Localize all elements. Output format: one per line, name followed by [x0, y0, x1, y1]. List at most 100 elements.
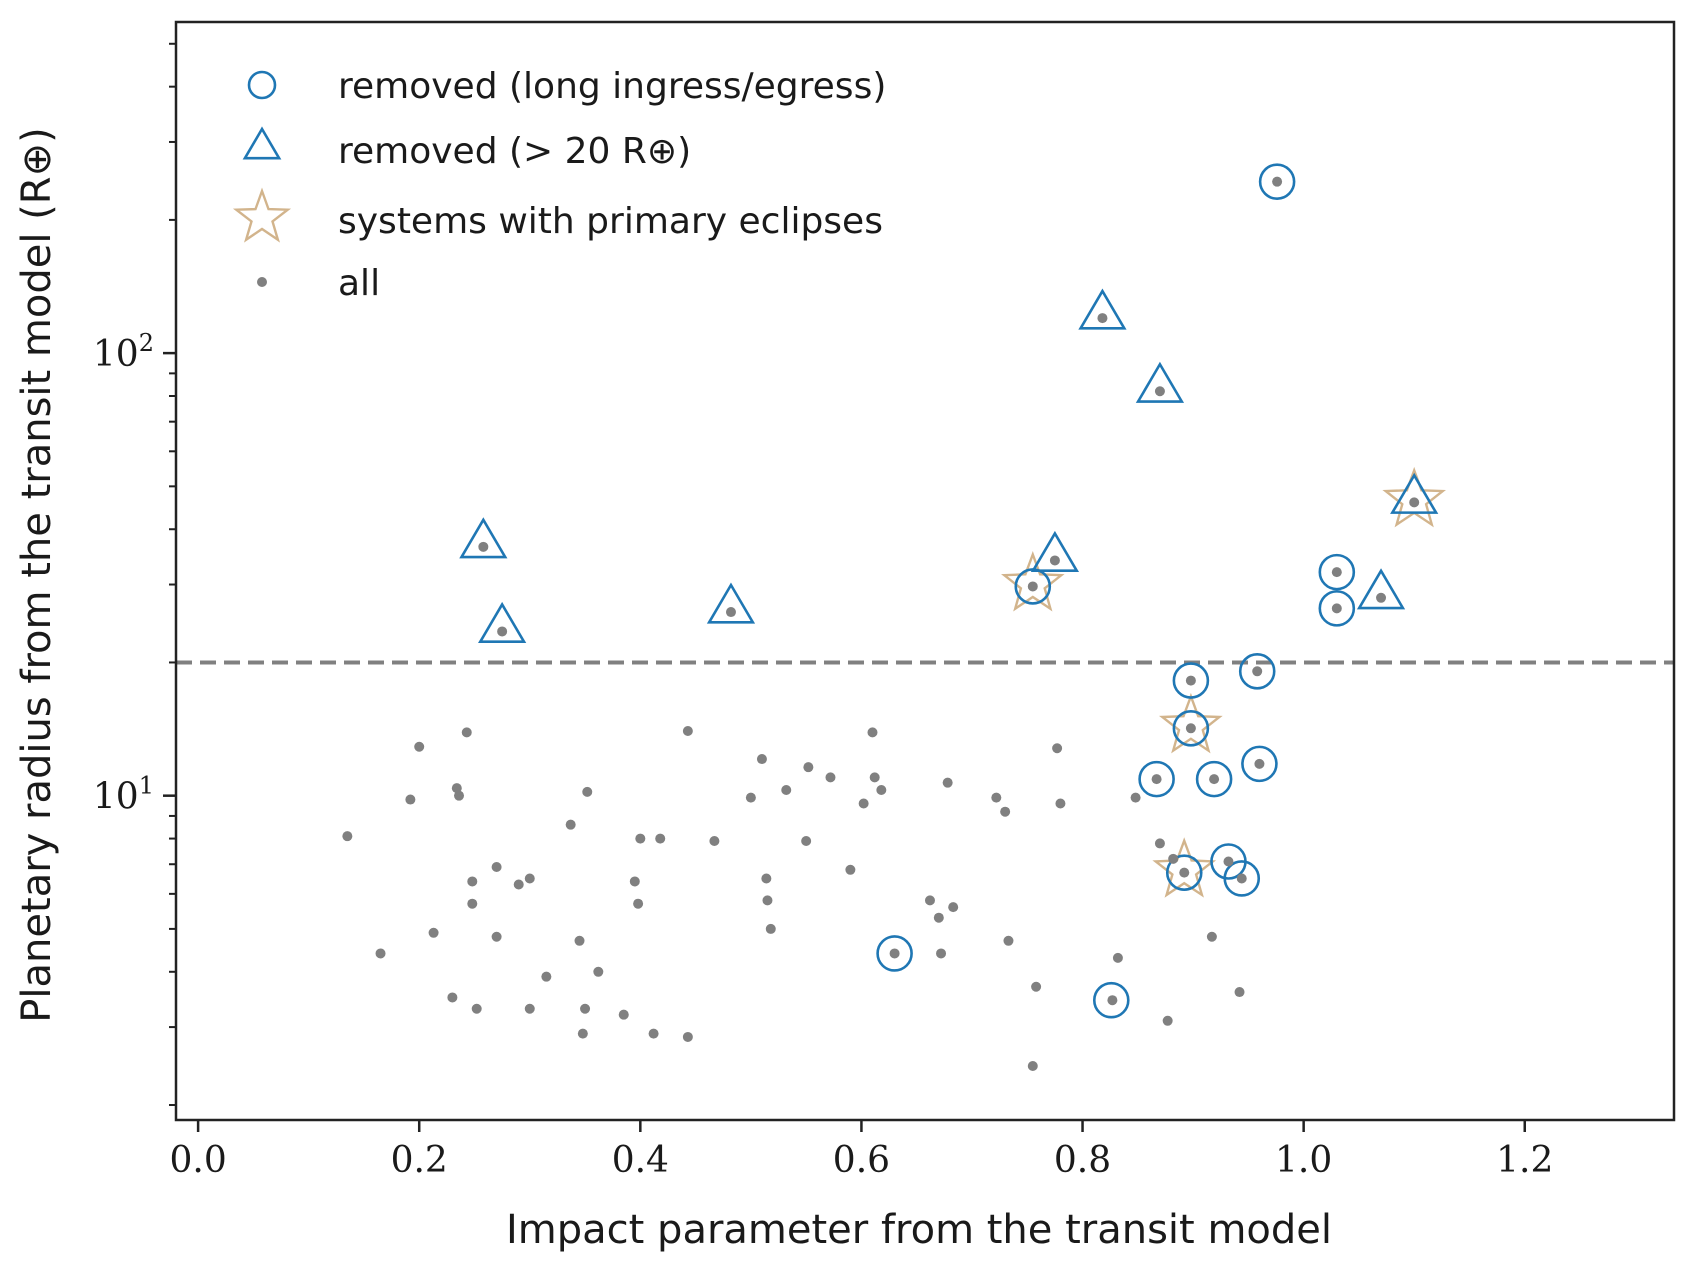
data-point-all [845, 864, 856, 875]
data-point-all [405, 794, 416, 805]
data-point-removed-large [1030, 530, 1080, 573]
data-point-all [414, 741, 425, 752]
data-point-all [936, 948, 947, 959]
data-point-all [524, 1003, 535, 1014]
data-point-all [513, 879, 524, 890]
data-point-all [889, 948, 900, 959]
data-point-all [725, 607, 736, 618]
data-point-all [629, 876, 640, 887]
data-point-all [524, 873, 535, 884]
legend-label: removed (long ingress/egress) [338, 66, 886, 107]
data-point-all [682, 1031, 693, 1042]
data-point-all [1236, 873, 1247, 884]
data-point-all [1162, 1015, 1173, 1026]
y-tick-label: 101 [93, 772, 154, 818]
legend-label: all [338, 263, 380, 304]
legend-dot-icon [257, 277, 267, 287]
data-point-all [541, 971, 552, 982]
data-point-all [1154, 838, 1165, 849]
data-point-all [1168, 853, 1179, 864]
data-point-removed-ingress [876, 935, 913, 972]
data-point-all [858, 798, 869, 809]
data-point-all [1052, 743, 1063, 754]
axes-layer: 0.0 0.2 0.4 0.6 0.8 1.0 1.2 101 102 [93, 20, 1676, 1181]
data-point-all [1107, 995, 1118, 1006]
data-point-all [924, 895, 935, 906]
data-point-removed-ingress [1258, 163, 1296, 200]
data-point-all [1151, 774, 1162, 785]
data-point-all [762, 895, 773, 906]
x-tick-label: 0.4 [612, 1140, 669, 1181]
data-point-all [565, 819, 576, 830]
data-point-all [1206, 931, 1217, 942]
data-point-all [1185, 723, 1196, 734]
data-point-all [491, 931, 502, 942]
data-point-all [1130, 792, 1141, 803]
data-point-removed-large [1135, 361, 1185, 403]
data-point-all [461, 727, 472, 738]
data-point-all [765, 923, 776, 934]
data-point-all [933, 912, 944, 923]
x-tick-label: 0.6 [833, 1140, 890, 1181]
points-layer [342, 163, 1447, 1072]
data-point-removed-large [459, 517, 508, 559]
data-point-all [1209, 774, 1220, 785]
data-point-all [342, 831, 353, 842]
data-point-all [1154, 386, 1165, 397]
data-point-all [942, 777, 953, 788]
data-point-all [1331, 603, 1342, 614]
data-point-all [709, 835, 720, 846]
data-point-all [869, 772, 880, 783]
data-point-all [1272, 176, 1283, 187]
x-tick-label: 0.2 [391, 1140, 448, 1181]
legend-triangle-icon [242, 126, 282, 160]
data-point-all [574, 935, 585, 946]
data-point-removed-ingress [1238, 653, 1276, 690]
data-point-all [1331, 567, 1342, 578]
y-tick-label: 102 [93, 329, 154, 375]
data-point-all [454, 790, 465, 801]
data-point-primary-eclipse [1152, 837, 1217, 898]
data-point-removed-large [706, 582, 756, 624]
data-point-all [1027, 1061, 1038, 1072]
data-point-removed-ingress [1195, 760, 1233, 798]
data-point-removed-ingress [1318, 590, 1356, 627]
data-point-removed-large [1078, 288, 1127, 330]
legend-label: removed (> 20 R⊕) [338, 131, 691, 172]
data-point-all [803, 762, 814, 773]
data-point-removed-ingress [1165, 854, 1203, 891]
data-point-all [471, 1003, 482, 1014]
data-point-removed-ingress [1241, 745, 1278, 783]
data-point-all [635, 833, 646, 844]
data-point-all [593, 966, 604, 977]
data-point-primary-eclipse [1158, 692, 1223, 754]
data-point-all [1376, 592, 1387, 603]
data-point-all [580, 1003, 591, 1014]
data-point-all [633, 898, 644, 909]
data-point-all [745, 792, 756, 803]
data-point-all [1112, 952, 1123, 963]
data-point-removed-large [1356, 568, 1406, 610]
data-point-all [1409, 497, 1420, 508]
data-point-removed-ingress [1318, 553, 1356, 591]
data-point-all [1027, 581, 1038, 592]
data-point-all [1049, 555, 1060, 566]
x-axis-label: Impact parameter from the transit model [506, 1207, 1332, 1253]
x-tick-label: 0.0 [169, 1140, 226, 1181]
data-point-all [428, 927, 439, 938]
data-point-all [756, 754, 767, 765]
data-point-all [948, 902, 959, 913]
x-tick-label: 0.8 [1054, 1140, 1111, 1181]
data-point-all [1031, 981, 1042, 992]
data-point-all [491, 861, 502, 872]
data-point-all [577, 1028, 588, 1039]
data-point-all [582, 786, 593, 797]
data-point-all [682, 726, 693, 737]
data-point-all [451, 783, 462, 794]
data-point-all [375, 948, 386, 959]
data-point-all [1097, 313, 1108, 324]
data-point-all [648, 1028, 659, 1039]
data-point-all [1055, 798, 1066, 809]
data-point-all [1234, 987, 1245, 998]
